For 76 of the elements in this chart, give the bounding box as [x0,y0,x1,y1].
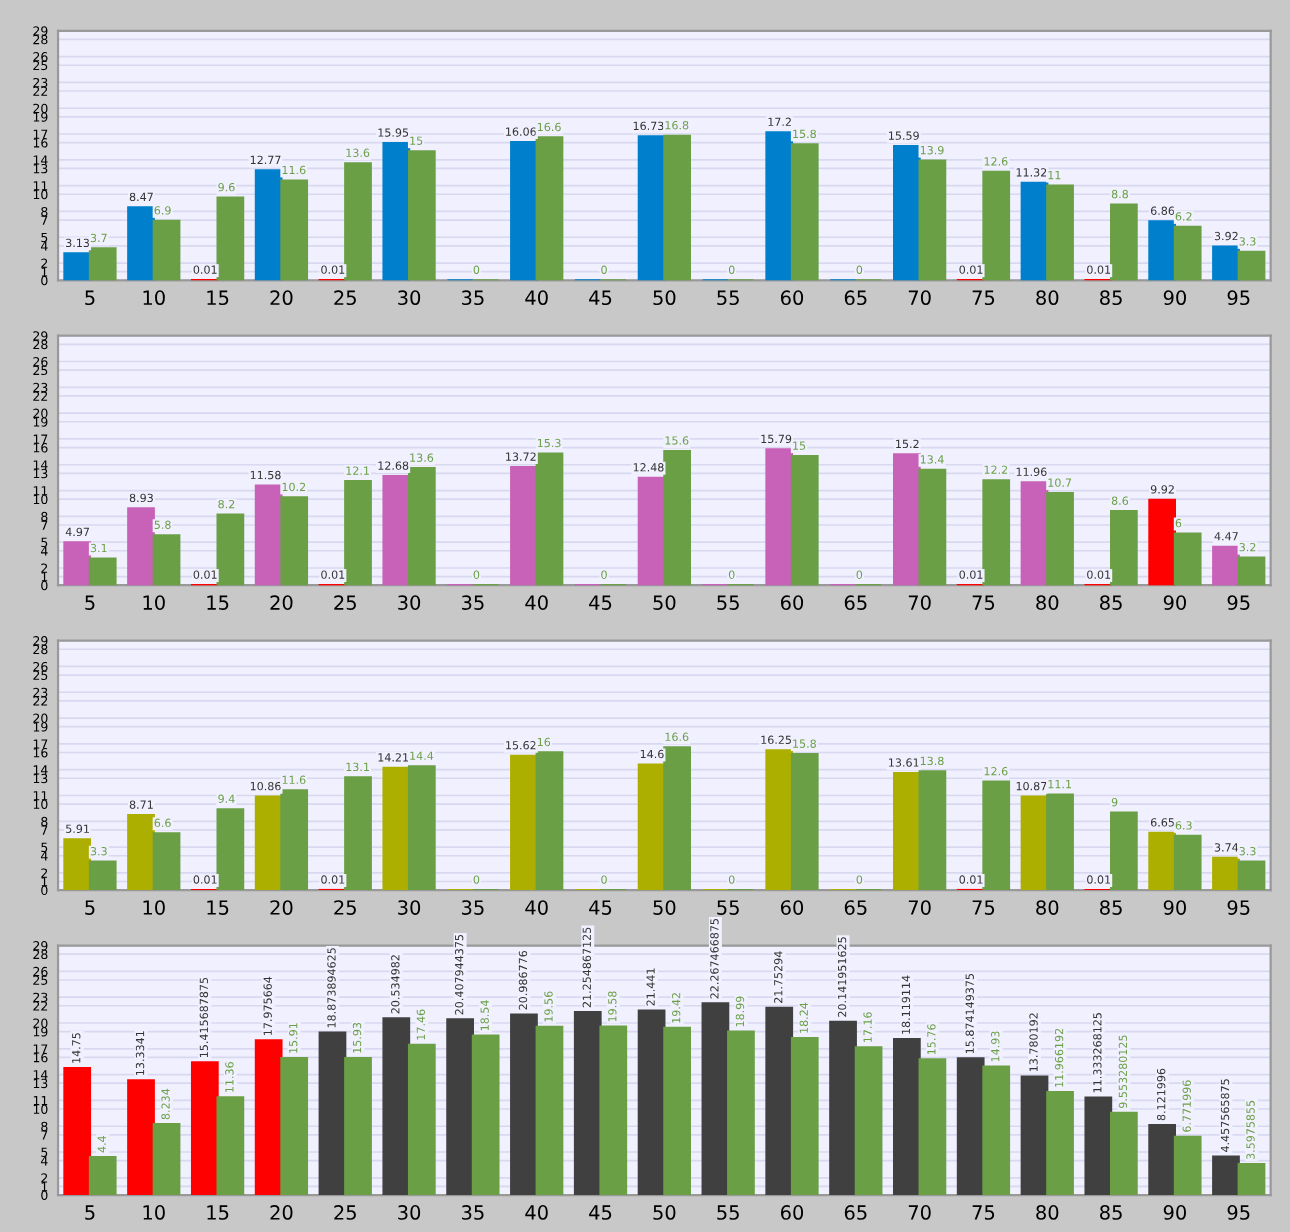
x-tick-label: 40 [525,1205,548,1220]
x-tick-label: 30 [398,290,421,306]
x-tick-label: 50 [653,1205,676,1220]
x-tick-label: 55 [717,900,739,915]
x-tick-label: 20 [270,290,293,306]
x-tick-label: 5 [85,290,95,306]
x-tick-label: 60 [780,900,804,915]
x-tick-label: 75 [972,1205,995,1220]
x-tick-label: 70 [908,595,931,610]
x-tick-label: 15 [207,900,229,915]
x-tick-label: 60 [780,595,804,610]
x-tick-label: 35 [462,1205,484,1220]
x-tick-label: 50 [653,290,676,306]
x-tick-label: 20 [270,1205,293,1220]
x-tick-label: 5 [85,595,95,610]
x-tick-label: 65 [844,290,867,306]
x-tick-label: 20 [270,595,293,610]
x-tick-label: 85 [1100,290,1122,306]
x-tick-label: 85 [1100,1205,1122,1220]
x-tick-label: 30 [398,900,421,915]
x-tick-label: 10 [143,900,165,915]
x-tick-label: 50 [653,900,676,915]
x-tick-label: 35 [462,595,484,610]
x-tick-label: 95 [1227,595,1250,610]
x-tick-label: 45 [589,595,612,610]
x-tick-label: 40 [525,290,548,306]
x-tick-label: 65 [844,595,867,610]
x-tick-label: 80 [1036,290,1059,306]
x-tick-label: 40 [525,900,548,915]
x-tick-label: 25 [334,1205,356,1220]
x-tick-label: 45 [589,900,612,915]
x-tick-label: 60 [780,1205,804,1220]
x-tick-label: 55 [717,290,739,306]
x-tick-label: 75 [972,595,995,610]
x-tick-label: 70 [908,290,931,306]
x-tick-label: 65 [844,900,867,915]
x-tick-label: 75 [972,290,995,306]
x-tick-label: 55 [717,1205,739,1220]
x-tick-label: 15 [207,290,229,306]
x-tick-label: 80 [1036,900,1059,915]
x-tick-label: 40 [525,595,548,610]
x-tick-label: 10 [143,595,165,610]
x-tick-label: 15 [207,1205,229,1220]
x-tick-label: 70 [908,900,931,915]
x-tick-label: 95 [1227,290,1250,306]
x-tick-label: 90 [1163,1205,1186,1220]
x-tick-label: 5 [85,1205,95,1220]
x-tick-label: 95 [1227,900,1250,915]
x-tick-label: 70 [908,1205,931,1220]
x-tick-label: 95 [1227,1205,1250,1220]
x-tick-label: 85 [1100,900,1122,915]
x-tick-label: 80 [1036,595,1059,610]
x-tick-label: 10 [143,290,165,306]
x-tick-label: 10 [143,1205,165,1220]
x-tick-label: 45 [589,1205,612,1220]
x-tick-label: 90 [1163,290,1186,306]
x-tick-label: 25 [334,290,356,306]
x-tick-label: 25 [334,595,356,610]
x-tick-label: 75 [972,900,995,915]
x-tick-label: 30 [398,595,421,610]
x-tick-label: 25 [334,900,356,915]
x-tick-label: 45 [589,290,612,306]
x-tick-label: 50 [653,595,676,610]
x-tick-label: 80 [1036,1205,1059,1220]
x-tick-label: 15 [207,595,229,610]
x-tick-label: 85 [1100,595,1122,610]
x-tick-label: 90 [1163,900,1186,915]
x-tick-label: 65 [844,1205,867,1220]
x-tick-label: 90 [1163,595,1186,610]
x-tick-label: 60 [780,290,804,306]
x-tick-label: 35 [462,900,484,915]
x-tick-label: 30 [398,1205,421,1220]
x-tick-label: 55 [717,595,739,610]
x-tick-label: 20 [270,900,293,915]
x-tick-label: 5 [85,900,95,915]
x-tick-label: 35 [462,290,484,306]
